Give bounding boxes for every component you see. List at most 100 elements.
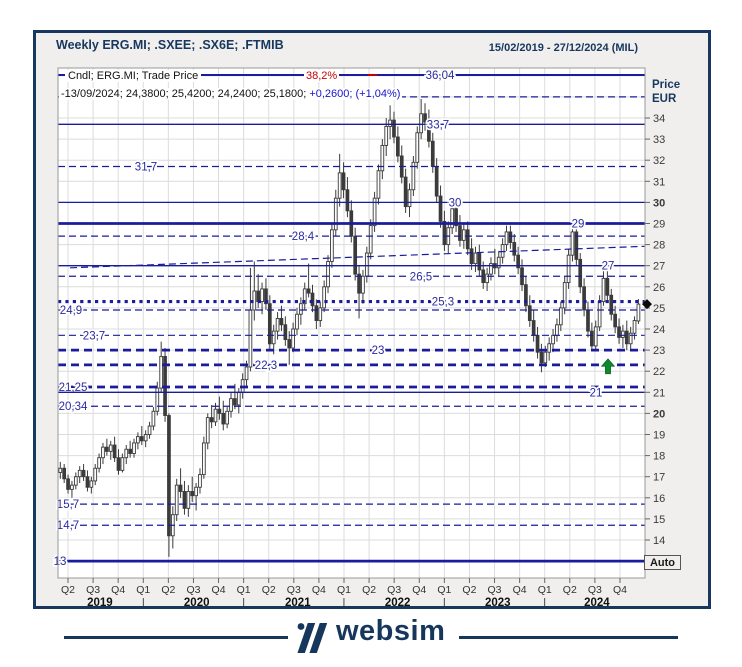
- y-axis-title: EUR: [652, 93, 677, 105]
- candle-body: [597, 301, 602, 328]
- candle-body: [372, 197, 377, 227]
- candle-body: [430, 140, 435, 167]
- level-label-28,4: 28,4: [292, 231, 315, 243]
- x-tick-label: Q4: [513, 584, 527, 596]
- y-tick-label: 26: [653, 282, 665, 294]
- chart-title: Weekly ERG.MI; .SXEE; .SX6E; .FTMIB: [56, 38, 284, 52]
- candle-body: [605, 277, 610, 296]
- x-tick-label: Q4: [312, 584, 326, 596]
- level-label-14,7: 14,7: [57, 520, 79, 532]
- candle-body: [461, 229, 466, 241]
- year-label: 2021: [285, 597, 311, 606]
- level-label-24,9: 24,9: [60, 305, 82, 317]
- x-tick-label: Q1: [136, 584, 150, 596]
- candle-body: [632, 320, 637, 334]
- candle-body: [562, 282, 567, 309]
- level-label-20,34: 20,34: [59, 401, 88, 413]
- candle-body: [225, 410, 229, 425]
- fibonacci-label: 38,2%: [304, 70, 340, 82]
- candle-body: [411, 161, 416, 191]
- x-tick-label: Q2: [563, 584, 577, 596]
- candle-body: [295, 313, 299, 330]
- candle-body: [438, 195, 443, 222]
- x-tick-label: Q2: [161, 584, 175, 596]
- y-tick-label: 28: [653, 240, 665, 252]
- candle-body: [384, 125, 389, 146]
- date-range: 15/02/2019 - 27/12/2024 (MIL): [488, 42, 638, 54]
- candle-body: [70, 484, 74, 490]
- candle-body: [279, 318, 284, 326]
- candle-body: [108, 444, 113, 452]
- year-separator: |: [343, 597, 346, 606]
- level-label-22,3: 22,3: [255, 360, 277, 372]
- candle-body: [62, 467, 67, 480]
- candle-body: [73, 476, 78, 486]
- candle-body: [116, 457, 121, 471]
- year-label: 2019: [87, 597, 113, 606]
- candle-body: [609, 294, 614, 315]
- candle-body: [407, 189, 412, 208]
- level-label-29: 29: [572, 219, 585, 231]
- candle-body: [601, 277, 606, 303]
- candle-body: [205, 417, 210, 444]
- candle-body: [151, 410, 156, 427]
- candle-body: [624, 330, 629, 345]
- candle-body: [368, 225, 373, 254]
- candle-body: [105, 446, 109, 452]
- price-marker-diamond: [642, 299, 652, 310]
- candle-body: [527, 305, 532, 322]
- level-label-23: 23: [372, 345, 385, 357]
- candle-body: [392, 119, 396, 138]
- y-tick-label: 17: [653, 472, 665, 484]
- candle-body: [326, 261, 330, 288]
- candle-body: [473, 252, 478, 265]
- websim-logo: websim: [0, 612, 742, 667]
- candle-body: [124, 448, 129, 459]
- candle-body: [112, 444, 117, 459]
- candle-body: [132, 442, 136, 454]
- level-label-30: 30: [449, 197, 462, 209]
- candle-body: [361, 275, 365, 294]
- year-label: 2024: [584, 597, 610, 606]
- candle-body: [512, 242, 517, 256]
- candle-body: [85, 476, 90, 488]
- candle-body: [260, 288, 264, 303]
- y-tick-label: 24: [653, 324, 665, 336]
- candle-body: [271, 330, 276, 345]
- websim-logo-icon: [297, 623, 328, 653]
- y-tick-label: 29: [653, 219, 665, 231]
- candle-body: [415, 132, 420, 163]
- candle-body: [578, 258, 583, 288]
- candle-body: [143, 434, 148, 442]
- chart-frame: 36,04 33,7 31,7 30 29 28,4 27 26,5 25,3 24,9 23,7 2…: [33, 30, 711, 609]
- auto-button[interactable]: Auto: [644, 555, 681, 570]
- candle-body: [77, 469, 82, 478]
- candle-body: [613, 313, 617, 328]
- x-tick-label: Q3: [387, 584, 401, 596]
- x-tick-label: Q1: [538, 584, 552, 596]
- candle-body: [442, 220, 447, 246]
- x-tick-label: Q2: [61, 584, 75, 596]
- candle-body: [93, 467, 98, 482]
- candle-body: [190, 491, 195, 497]
- plot-area[interactable]: [58, 68, 645, 578]
- candle-body: [535, 334, 540, 353]
- candle-body: [229, 398, 233, 412]
- legend-series: Cndl; ERG.MI; Trade Price: [65, 70, 202, 82]
- candle-body: [516, 254, 520, 269]
- y-tick-label: 18: [653, 451, 665, 463]
- logo-rule-right: [459, 636, 678, 639]
- price-chart[interactable]: 36,04 33,7 31,7 30 29 28,4 27 26,5 25,3 24,9 23,7 2…: [36, 33, 708, 606]
- buy-signal-arrow-icon: [600, 358, 616, 375]
- candle-body: [419, 113, 423, 134]
- candle-body: [299, 303, 303, 315]
- year-separator: |: [142, 597, 145, 606]
- candle-body: [58, 467, 63, 473]
- candle-body: [345, 189, 350, 212]
- candle-body: [547, 343, 552, 353]
- candle-body: [178, 484, 183, 492]
- candle-body: [524, 284, 528, 307]
- trendline[interactable]: [69, 245, 646, 269]
- candle-body: [593, 326, 598, 347]
- candle-body: [458, 225, 462, 241]
